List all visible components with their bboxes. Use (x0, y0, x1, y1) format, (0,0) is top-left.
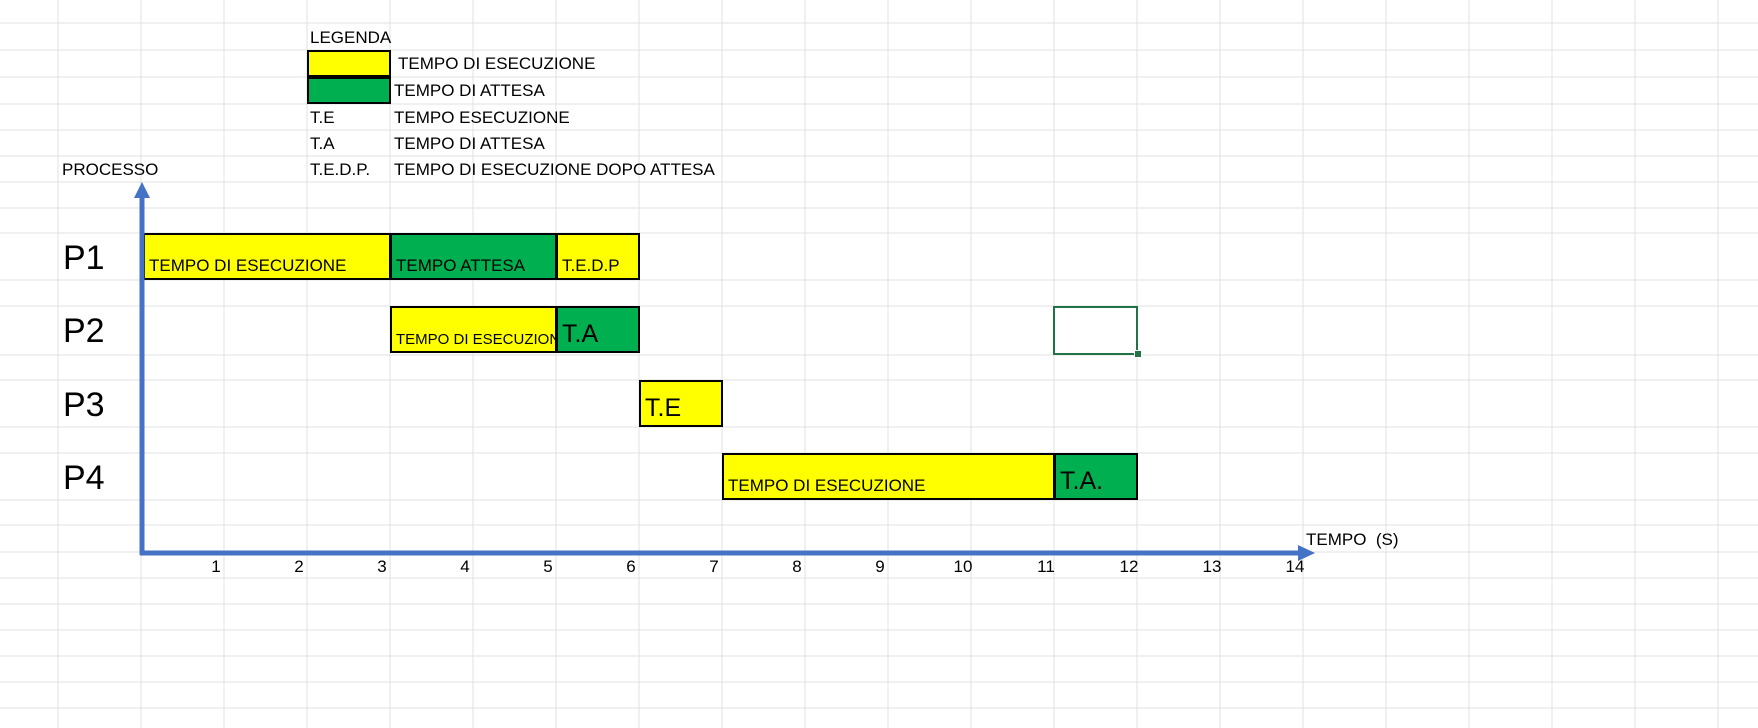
x-axis-label: TEMPO (S) (1306, 530, 1399, 549)
x-tick-label: 13 (1202, 557, 1222, 576)
process-label-p3: P3 (63, 386, 105, 424)
bar-p1-3: T.E.D.P (556, 233, 640, 280)
bar-label: TEMPO DI ESECUZIONE (728, 476, 926, 495)
fill-handle[interactable] (1134, 350, 1142, 358)
x-tick-label: 1 (211, 557, 221, 576)
bar-p2-2: T.A (556, 306, 640, 353)
y-axis-arrowhead (134, 182, 150, 198)
bar-p1-2: TEMPO ATTESA (390, 233, 557, 280)
x-tick-label: 10 (953, 557, 973, 576)
x-tick-label: 14 (1285, 557, 1305, 576)
x-tick-label: 6 (626, 557, 636, 576)
legend-abbr-ta: T.A (310, 134, 335, 153)
x-tick-label: 3 (377, 557, 387, 576)
legend-swatch-execution (307, 50, 391, 77)
process-label-p1: P1 (63, 239, 105, 277)
legend-meaning-te: TEMPO ESECUZIONE (394, 108, 570, 127)
x-tick-label: 5 (543, 557, 553, 576)
bar-label: TEMPO DI ESECUZIONE (396, 331, 557, 348)
x-tick-label: 11 (1037, 557, 1055, 576)
bar-p1-1: TEMPO DI ESECUZIONE (143, 233, 391, 280)
x-tick-label: 8 (792, 557, 802, 576)
x-tick-label: 4 (460, 557, 470, 576)
legend-swatch-waiting (307, 77, 391, 104)
x-axis-arrowhead (1298, 545, 1315, 561)
bar-label: T.E (645, 394, 682, 422)
bar-p3-1: T.E (639, 380, 723, 427)
x-tick-label: 9 (875, 557, 885, 576)
y-axis-label: PROCESSO (62, 160, 159, 179)
bar-label: TEMPO DI ESECUZIONE (149, 256, 347, 275)
x-tick-label: 12 (1119, 557, 1139, 576)
x-tick-label: 2 (294, 557, 304, 576)
bar-label: T.A (562, 320, 599, 348)
legend-meaning-ta: TEMPO DI ATTESA (394, 134, 545, 153)
x-tick-label: 7 (709, 557, 719, 576)
bar-label: TEMPO ATTESA (396, 256, 526, 275)
legend-meaning-tedp: TEMPO DI ESECUZIONE DOPO ATTESA (394, 160, 715, 179)
process-label-p2: P2 (63, 312, 105, 350)
bar-p4-2: T.A. (1054, 453, 1138, 500)
bar-label: T.A. (1060, 467, 1104, 495)
legend-label-waiting: TEMPO DI ATTESA (394, 81, 545, 100)
legend-title: LEGENDA (310, 28, 392, 47)
bar-p4-1: TEMPO DI ESECUZIONE (722, 453, 1055, 500)
bar-p2-1: TEMPO DI ESECUZIONE (390, 306, 557, 353)
process-label-p4: P4 (63, 459, 105, 497)
legend-abbr-te: T.E (310, 108, 335, 127)
legend-label-execution: TEMPO DI ESECUZIONE (398, 54, 596, 73)
bar-label: T.E.D.P (562, 256, 620, 275)
legend-abbr-tedp: T.E.D.P. (310, 160, 371, 179)
selected-cell[interactable] (1053, 306, 1138, 355)
